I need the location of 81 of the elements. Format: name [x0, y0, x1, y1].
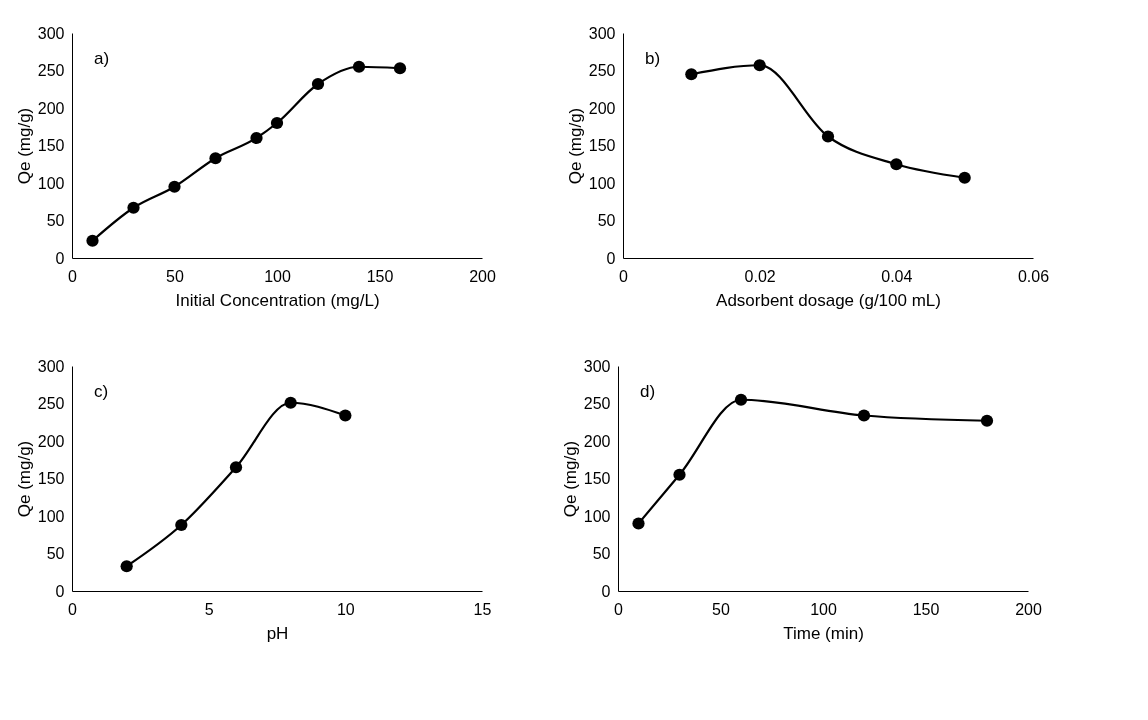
point: [857, 409, 871, 422]
annotation: a): [94, 49, 110, 68]
y-axis-title: Qe (mg/g): [14, 107, 34, 185]
y-tick-label: 250: [588, 62, 616, 79]
x-tick-label: 0: [68, 600, 78, 618]
x-tick-label: 0.06: [1017, 267, 1050, 285]
y-tick-label: 50: [592, 545, 611, 562]
point: [284, 396, 297, 409]
y-tick-label: 50: [46, 545, 65, 562]
y-axis-title: Qe (mg/g): [560, 440, 580, 518]
x-axis-title: Initial Concentration (mg/L): [175, 290, 380, 310]
annotation: c): [94, 382, 109, 401]
y-tick-label: 50: [46, 212, 65, 229]
x-axis-title: Time (min): [783, 623, 864, 643]
x-tick-label: 100: [264, 267, 291, 285]
x-axis-title: Adsorbent dosage (g/100 mL): [716, 290, 941, 310]
y-tick-label: 200: [37, 432, 65, 450]
x-tick-label: 0.02: [744, 267, 776, 285]
y-tick-label: 150: [583, 470, 611, 487]
y-tick-label: 250: [37, 395, 65, 412]
y-tick-label: 200: [588, 99, 616, 117]
y-tick-label: 300: [37, 24, 65, 42]
point: [270, 116, 284, 130]
x-tick-label: 50: [712, 600, 730, 618]
point: [821, 130, 835, 143]
point: [168, 180, 181, 193]
point: [753, 59, 766, 72]
point: [86, 234, 99, 247]
y-tick-label: 200: [37, 99, 65, 117]
point: [632, 517, 645, 530]
y-tick-label: 300: [588, 24, 616, 42]
y-tick-label: 300: [37, 357, 65, 375]
point: [685, 68, 698, 81]
point: [734, 393, 748, 406]
point: [311, 77, 325, 91]
point: [980, 414, 994, 427]
x-tick-label: 15: [473, 600, 492, 618]
y-axis-title: Qe (mg/g): [565, 107, 585, 185]
y-tick-label: 150: [37, 137, 65, 154]
x-tick-label: 0.04: [881, 267, 913, 285]
point: [127, 201, 140, 214]
x-tick-label: 0: [68, 267, 78, 285]
y-tick-label: 100: [588, 174, 616, 192]
y-axis-title: Qe (mg/g): [14, 440, 34, 518]
x-tick-label: 0: [619, 267, 629, 285]
y-tick-label: 250: [37, 62, 65, 79]
annotation: b): [645, 49, 661, 68]
point: [229, 461, 243, 474]
y-tick-label: 300: [583, 357, 611, 375]
point: [393, 62, 407, 75]
y-tick-label: 100: [37, 507, 65, 525]
point: [250, 131, 263, 145]
y-tick-label: 0: [55, 582, 65, 600]
point: [890, 158, 903, 171]
y-tick-label: 0: [601, 582, 611, 600]
y-tick-label: 100: [37, 174, 65, 192]
point: [339, 409, 352, 422]
y-tick-label: 150: [37, 470, 65, 487]
point: [175, 518, 188, 532]
y-tick-label: 100: [583, 507, 611, 525]
point: [958, 171, 971, 184]
x-tick-label: 200: [1015, 600, 1042, 618]
point: [120, 560, 133, 573]
x-axis-title: pH: [266, 623, 289, 643]
x-tick-label: 150: [912, 600, 940, 618]
point: [209, 152, 222, 165]
point: [352, 60, 366, 73]
x-tick-label: 5: [204, 600, 214, 618]
y-tick-label: 250: [583, 395, 611, 412]
annotation: d): [640, 382, 656, 401]
x-tick-label: 200: [469, 267, 496, 285]
y-tick-label: 0: [606, 249, 616, 267]
x-tick-label: 10: [336, 600, 355, 618]
y-tick-label: 50: [597, 212, 616, 229]
point: [673, 468, 686, 481]
y-tick-label: 0: [55, 249, 65, 267]
x-tick-label: 150: [366, 267, 394, 285]
y-tick-label: 150: [588, 137, 616, 154]
x-tick-label: 50: [166, 267, 184, 285]
x-tick-label: 100: [810, 600, 837, 618]
y-tick-label: 200: [583, 432, 611, 450]
